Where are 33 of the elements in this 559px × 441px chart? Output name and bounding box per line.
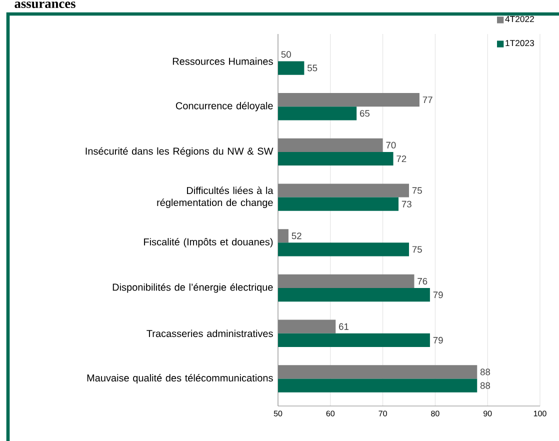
y-tick-label: Insécurité dans les Régions du NW & SW: [86, 147, 274, 157]
data-label: 88: [480, 382, 490, 389]
data-label: 88: [480, 368, 490, 376]
data-label: 75: [412, 246, 422, 253]
y-tick-label: Difficultés liées à la réglementation de change: [157, 186, 274, 208]
x-tick-label: 80: [431, 410, 440, 416]
x-tick-label: 50: [274, 410, 282, 416]
legend-label: 1T2023: [506, 40, 534, 46]
data-label: 52: [292, 232, 302, 240]
text: assurances: [14, 2, 76, 8]
x-tick-label: 100: [534, 410, 546, 416]
data-label: 50: [281, 51, 291, 58]
data-label: 79: [433, 292, 443, 298]
y-tick-label: Disponibilités de l’énergie électrique: [112, 283, 273, 293]
data-label: 75: [412, 187, 422, 194]
data-label: 70: [386, 142, 396, 148]
data-label: 65: [360, 110, 370, 117]
y-tick-label: Ressources Humaines: [172, 58, 273, 65]
x-tick-label: 60: [326, 410, 335, 416]
y-tick-label: Tracasseries administratives: [146, 330, 273, 338]
y-tick-label: Fiscalité (Impôts et douanes): [144, 238, 273, 248]
data-label: 72: [396, 156, 406, 162]
data-label: 55: [308, 64, 318, 72]
legend-label: 4T2022: [505, 16, 534, 22]
data-label: 77: [422, 96, 432, 103]
data-label: 79: [433, 336, 443, 344]
y-tick-label: Concurrence déloyale: [176, 102, 273, 112]
data-label: 76: [418, 278, 428, 285]
x-tick-label: 70: [378, 410, 387, 416]
data-label: 61: [339, 323, 348, 330]
y-tick-label: Mauvaise qualité des télécommunications: [87, 374, 273, 384]
x-tick-label: 90: [484, 410, 492, 416]
data-label: 73: [402, 200, 412, 208]
